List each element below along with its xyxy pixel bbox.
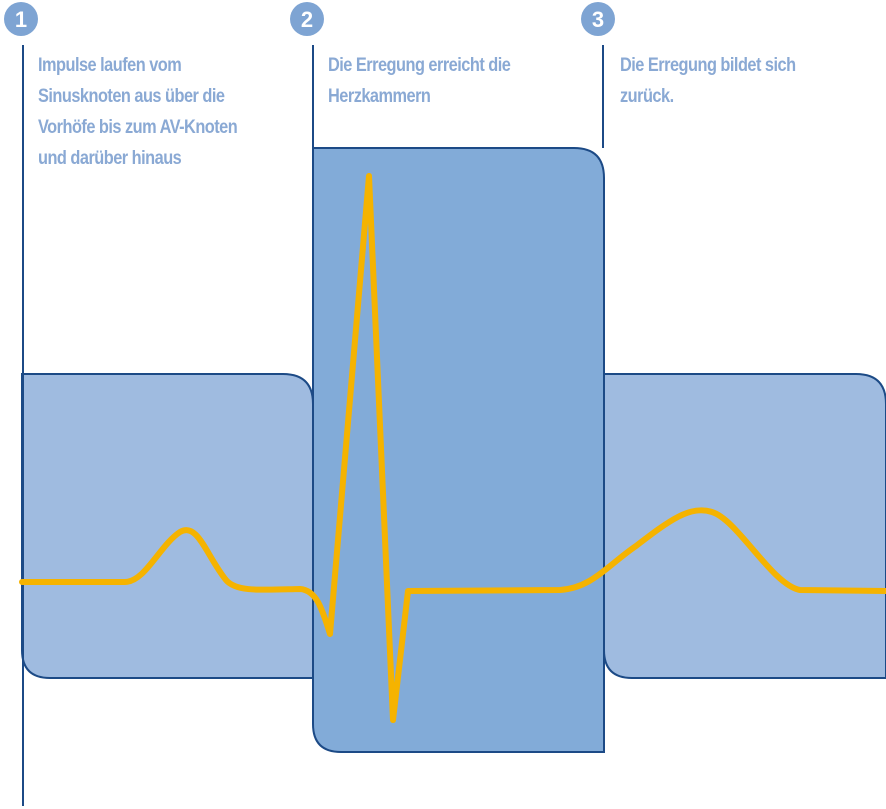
phase-1-panel (21, 373, 314, 679)
phase-3-description: Die Erregung bildet sich zurück. (620, 50, 796, 112)
phase-1-badge: 1 (4, 2, 38, 36)
phase-1-line-4: und darüber hinaus (38, 148, 182, 169)
phase-3-badge: 3 (581, 2, 615, 36)
phase-1-line-2: Sinusknoten aus über die (38, 86, 225, 107)
phase-3-panel (603, 373, 886, 679)
phase-2-line-1: Die Erregung erreicht die (328, 55, 511, 76)
phase-1-line-1: Impulse laufen vom (38, 55, 182, 76)
phase-3-number: 3 (592, 7, 604, 32)
phase-1-number: 1 (15, 7, 27, 32)
ecg-trace (19, 173, 886, 723)
phase-1-line-3: Vorhöfe bis zum AV-Knoten (38, 117, 238, 138)
phase-2-description: Die Erregung erreicht die Herzkammern (328, 50, 511, 112)
phase-2-line-2: Herzkammern (328, 86, 431, 107)
phase-3-line-2: zurück. (620, 86, 674, 107)
phase-2-panel (312, 147, 605, 753)
phase-2-badge: 2 (290, 2, 324, 36)
phase-2-number: 2 (301, 7, 313, 32)
phase-1-description: Impulse laufen vom Sinusknoten aus über … (38, 50, 238, 174)
phase-3-line-1: Die Erregung bildet sich (620, 55, 796, 76)
